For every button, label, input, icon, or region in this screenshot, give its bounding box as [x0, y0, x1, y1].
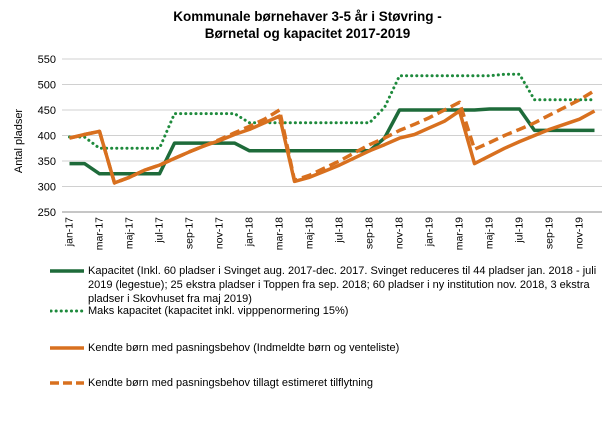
y-tick-label: 250 — [38, 207, 56, 219]
legend-swatch-maks-kapacitet — [49, 304, 87, 318]
y-axis-label: Antal pladser — [13, 109, 25, 174]
x-tick-label: sep-17 — [184, 217, 196, 249]
y-tick-label: 400 — [38, 131, 56, 143]
legend-label-kapacitet: Kapacitet (Inkl. 60 pladser i Svinget au… — [88, 265, 597, 305]
chart-title: Kommunale børnehaver 3-5 år i Støvring -… — [0, 8, 615, 42]
y-tick-label: 350 — [38, 156, 56, 168]
x-tick-label: maj-18 — [304, 217, 316, 249]
x-tick-label: jul-19 — [514, 217, 526, 244]
x-tick-label: mar-17 — [94, 217, 106, 250]
x-tick-label: jul-18 — [334, 217, 346, 244]
legend-item-kendte-boern: Kendte børn med pasningsbehov (Indmeldte… — [50, 341, 608, 355]
x-tick-label: mar-18 — [274, 217, 286, 250]
series-kapacitet-line — [69, 107, 595, 176]
series-kendte-boern-line — [69, 109, 596, 185]
x-tick-label: nov-17 — [214, 217, 226, 249]
series-maks-kapacitet-line — [68, 72, 596, 150]
x-tick-label: jan-18 — [244, 217, 256, 247]
y-tick-label: 550 — [38, 54, 56, 66]
legend-item-kendte-boern-tilflytning: Kendte børn med pasningsbehov tillagt es… — [50, 376, 608, 390]
series-lines — [68, 72, 596, 185]
chart-title-line-1: Kommunale børnehaver 3-5 år i Støvring - — [173, 9, 442, 24]
x-tick-labels: jan-17 mar-17 maj-17 jul-17 sep-17 nov-17 jan-… — [64, 217, 586, 250]
legend-label-kendte-boern: Kendte børn med pasningsbehov (Indmeldte… — [88, 342, 400, 354]
y-tick-labels: 250 300 350 400 450 500 550 — [38, 54, 56, 219]
x-tick-label: sep-18 — [364, 217, 376, 249]
legend-label-maks-kapacitet: Maks kapacitet (kapacitet inkl. vipppeno… — [88, 305, 349, 317]
x-tick-label: maj-17 — [124, 217, 136, 249]
x-tick-label: maj-19 — [484, 217, 496, 249]
x-tick-label: jan-19 — [424, 217, 436, 247]
y-tick-label: 500 — [38, 80, 56, 92]
chart-title-line-2: Børnetal og kapacitet 2017-2019 — [204, 26, 411, 41]
legend-item-maks-kapacitet: Maks kapacitet (kapacitet inkl. vipppeno… — [49, 304, 608, 318]
y-tick-label: 300 — [38, 182, 56, 194]
x-tick-label: mar-19 — [454, 217, 466, 250]
series-kendte-boern-tilflytning-line — [69, 89, 596, 185]
y-tick-label: 450 — [38, 105, 56, 117]
x-tick-label: nov-19 — [574, 217, 586, 249]
x-tick-label: jul-17 — [154, 217, 166, 244]
legend-label-kendte-boern-tilflytning: Kendte børn med pasningsbehov tillagt es… — [88, 377, 373, 389]
legend-item-kapacitet: Kapacitet (Inkl. 60 pladser i Svinget au… — [50, 264, 608, 306]
x-tick-label: jan-17 — [64, 217, 76, 247]
legend-swatch-kapacitet — [50, 264, 86, 278]
x-tick-label: sep-19 — [544, 217, 556, 249]
gridlines — [62, 58, 602, 187]
legend-swatch-kendte-boern — [50, 341, 86, 355]
x-tick-label: nov-18 — [394, 217, 406, 249]
legend-swatch-kendte-boern-tilflytning — [50, 376, 86, 390]
